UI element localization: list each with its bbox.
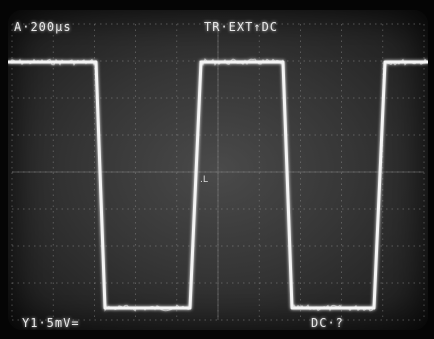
trigger-marker: .L — [200, 175, 208, 185]
coupling-readout: DC·? — [311, 316, 344, 330]
crt-screen: .L A·200μs TR·EXT↑DC Y1·5mV= DC·? — [8, 10, 428, 330]
graticule-grid — [11, 23, 425, 321]
trigger-readout: TR·EXT↑DC — [204, 20, 279, 34]
channel-scale-readout: Y1·5mV= — [22, 316, 80, 330]
trace-noise-band — [8, 58, 428, 312]
scope-display: .L — [8, 23, 428, 321]
timebase-readout: A·200μs — [14, 20, 72, 34]
